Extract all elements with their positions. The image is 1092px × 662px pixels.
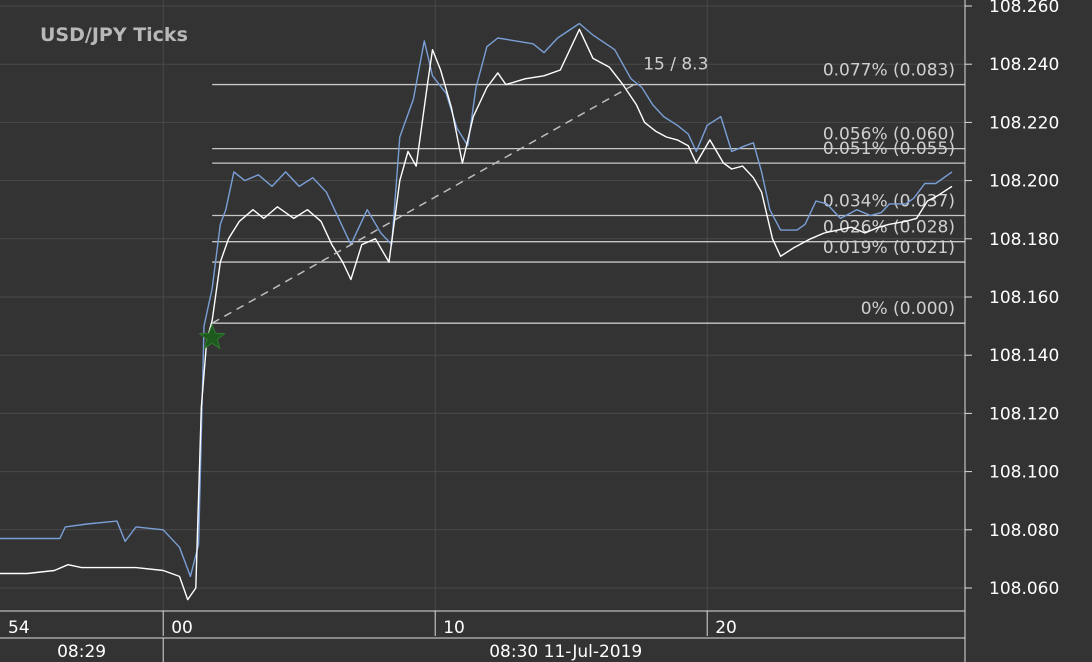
fib-level-label: 0.077% (0.083) [823,61,955,81]
y-tick-label: 108.060 [989,579,1059,599]
fib-level-label: 0.019% (0.021) [823,238,955,258]
fib-level-label: 0.026% (0.028) [823,218,955,238]
grid [0,0,965,611]
price-series [0,22,953,601]
x-tick-label: 10 [443,618,465,638]
y-tick-label: 108.240 [989,55,1059,75]
y-tick-label: 108.120 [989,404,1059,424]
fib-level-label: 0% (0.000) [861,299,955,319]
y-tick-label: 108.260 [989,0,1059,17]
fibonacci-levels: 0.077% (0.083) 0.056% (0.060)0.051% (0.05… [212,61,965,324]
y-tick-label: 108.140 [989,346,1059,366]
fib-level-label: 0.034% (0.037) [823,192,955,212]
time-label: 08:30 11-Jul-2019 [489,642,642,662]
y-tick-label: 108.080 [989,521,1059,541]
axes: 108.260 108.240 108.220 108.200 108.180 108.1… [0,0,1059,662]
y-tick-label: 108.200 [989,172,1059,192]
x-tick-label: 00 [171,618,193,638]
chart-title: USD/JPY Ticks [40,24,188,46]
x-tick-label: 20 [715,618,737,638]
trend-line-label: 15 / 8.3 [643,55,708,75]
star-marker-icon [198,323,226,350]
y-tick-label: 108.180 [989,230,1059,250]
time-label: 08:29 [57,642,106,662]
x-tick-label: 54 [8,618,30,638]
fib-level-label: 0.051% (0.055) [823,139,955,159]
y-tick-label: 108.160 [989,288,1059,308]
trend-line[interactable] [211,81,640,324]
y-tick-label: 108.100 [989,463,1059,483]
annotations: 15 / 8.3 [198,55,708,350]
price-series-line [0,22,953,578]
y-tick-label: 108.220 [989,113,1059,133]
price-series-line [0,28,953,601]
fib-level-label: 0.056% (0.060) [823,125,955,145]
